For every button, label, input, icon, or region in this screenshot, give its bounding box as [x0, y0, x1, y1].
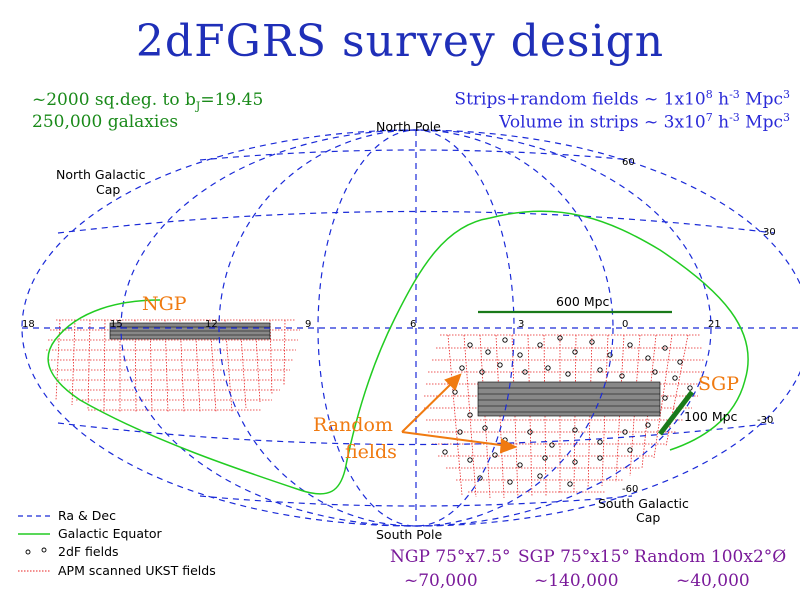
page-title: 2dFGRS survey design	[135, 16, 665, 67]
random-fields-label-1: Random	[313, 414, 393, 436]
ra-tick: 6	[410, 319, 417, 330]
random-arrows	[401, 373, 518, 454]
south-galactic-cap-label-1: South Galactic	[598, 496, 689, 511]
legend-ra-dec: Ra & Dec	[58, 508, 116, 523]
sgp-summary: SGP 75°x15°	[518, 547, 630, 567]
dec-tick: -30	[757, 415, 774, 426]
dec-tick: 60	[622, 157, 635, 168]
random-fields-label-2: fields	[345, 441, 397, 463]
ngp-count: ~70,000	[404, 571, 478, 591]
ra-dec-grid	[21, 129, 800, 527]
north-galactic-cap-label-2: Cap	[96, 182, 121, 197]
ngp-summary: NGP 75°x7.5°	[390, 547, 511, 567]
galactic-equator	[47, 210, 749, 495]
apm-fields-sgp	[424, 334, 704, 499]
volume-total-text: Strips+random fields ~ 1x108 h-3 Mpc3	[454, 88, 790, 110]
ra-tick: 3	[518, 319, 525, 330]
legend-symbols	[18, 515, 50, 572]
scale-100-label: 100 Mpc	[684, 409, 738, 424]
dec-tick: 30	[763, 227, 776, 238]
legend-galactic-equator: Galactic Equator	[58, 526, 162, 541]
north-galactic-cap-label-1: North Galactic	[56, 167, 146, 182]
legend-apm-fields: APM scanned UKST fields	[58, 563, 216, 578]
volume-strips-text: Volume in strips ~ 3x107 h-3 Mpc3	[499, 111, 790, 133]
random-field-circles	[442, 335, 693, 487]
ra-tick: 9	[305, 319, 312, 330]
survey-area-text: ~2000 sq.deg. to bJ=19.45	[32, 90, 264, 113]
random-summary: Random 100x2°Ø	[634, 547, 787, 567]
south-pole-label: South Pole	[376, 527, 443, 542]
ra-tick: 12	[205, 319, 218, 330]
sgp-strip	[477, 381, 661, 417]
ra-tick: 18	[22, 319, 35, 330]
galaxy-count-text: 250,000 galaxies	[32, 112, 179, 132]
ngp-label: NGP	[142, 293, 187, 315]
south-galactic-cap-label-2: Cap	[636, 510, 661, 525]
ra-tick: 0	[622, 319, 629, 330]
sgp-count: ~140,000	[534, 571, 619, 591]
ngp-strip	[109, 322, 271, 340]
north-pole-label: North Pole	[376, 119, 441, 134]
random-count: ~40,000	[676, 571, 750, 591]
apm-fields-ngp	[46, 319, 300, 413]
sgp-label: SGP	[698, 373, 739, 395]
ra-tick: 21	[708, 319, 721, 330]
scale-bar-100	[658, 390, 694, 436]
legend-2df-fields: 2dF fields	[58, 544, 119, 559]
dec-tick: -60	[622, 484, 639, 495]
ra-tick: 15	[110, 319, 123, 330]
scale-600-label: 600 Mpc	[556, 294, 610, 309]
